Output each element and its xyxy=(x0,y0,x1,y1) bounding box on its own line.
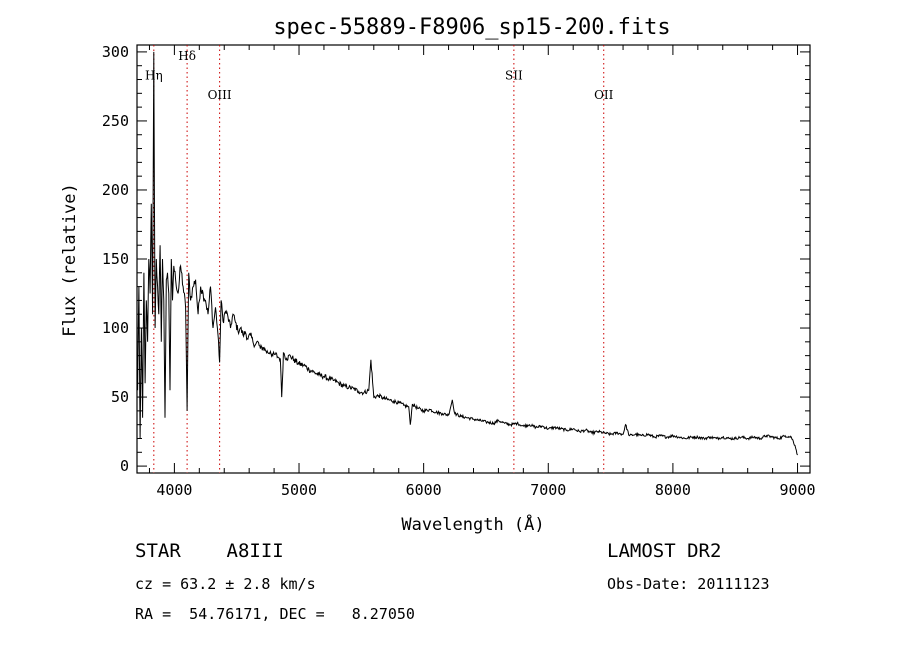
x-tick-label: 4000 xyxy=(156,481,192,499)
y-tick-label: 150 xyxy=(102,250,129,268)
line-marker-label: Hδ xyxy=(178,49,196,63)
plot-frame xyxy=(136,44,811,474)
x-tick-label: 6000 xyxy=(406,481,442,499)
y-tick-label: 100 xyxy=(102,319,129,337)
line-marker-label: OII xyxy=(594,88,614,102)
survey-name: LAMOST DR2 xyxy=(607,540,722,562)
x-tick-label: 7000 xyxy=(530,481,566,499)
x-tick-label: 8000 xyxy=(655,481,691,499)
coordinates: RA = 54.76171, DEC = 8.27050 xyxy=(135,605,415,623)
x-axis-label: Wavelength (Å) xyxy=(401,513,544,535)
spectrum-line xyxy=(137,51,798,456)
y-tick-label: 250 xyxy=(102,112,129,130)
y-tick-label: 300 xyxy=(102,43,129,61)
y-tick-label: 200 xyxy=(102,181,129,199)
y-tick-label: 0 xyxy=(120,457,129,475)
x-tick-label: 9000 xyxy=(779,481,815,499)
y-axis-label: Flux (relative) xyxy=(60,183,80,337)
y-tick-label: 50 xyxy=(111,388,129,406)
axis-ticks: 4000 5000 6000 7000 8000 9000 0 50 100 150 200 250 3… xyxy=(102,43,816,499)
redshift-velocity: cz = 63.2 ± 2.8 km/s xyxy=(135,575,316,593)
line-marker-label: OIII xyxy=(208,88,232,102)
chart-title: spec-55889-F8906_sp15-200.fits xyxy=(273,15,670,40)
x-tick-label: 5000 xyxy=(281,481,317,499)
object-class: STAR A8III xyxy=(135,540,284,562)
observation-date: Obs-Date: 20111123 xyxy=(607,575,770,593)
line-marker-label: SII xyxy=(505,69,523,83)
